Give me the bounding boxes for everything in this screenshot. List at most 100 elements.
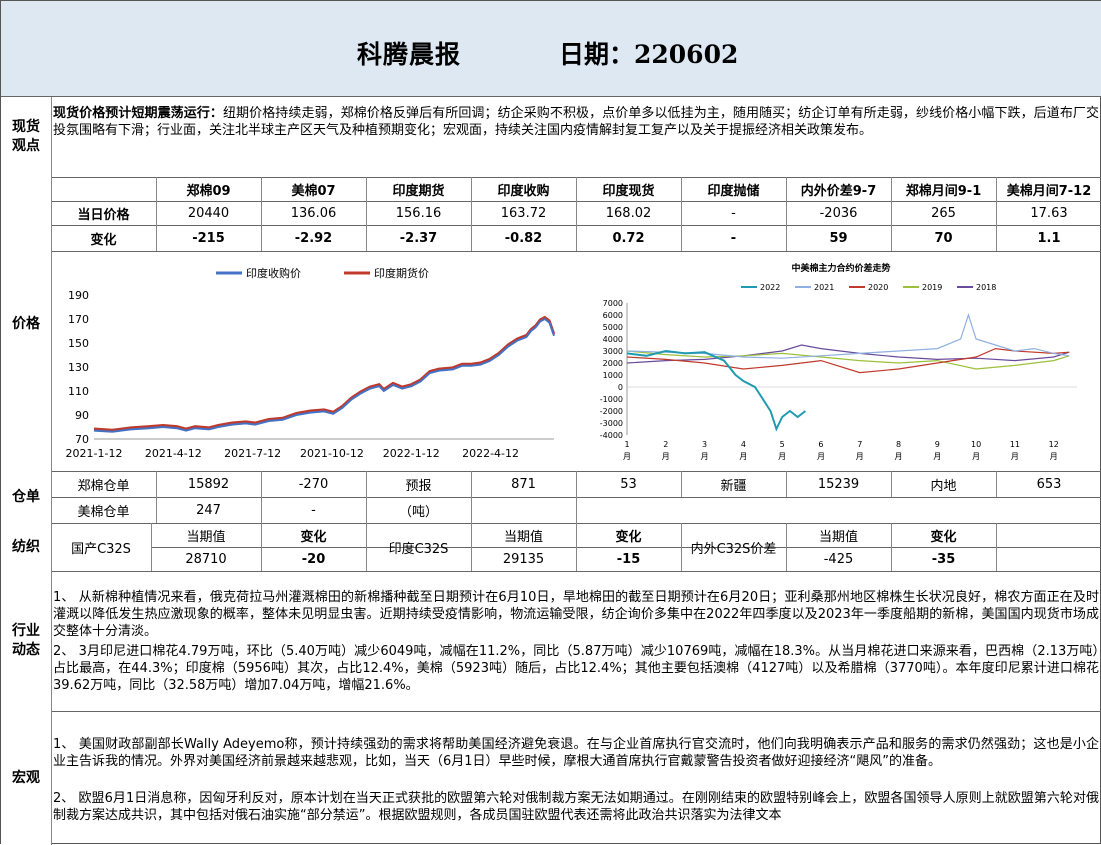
divider bbox=[576, 177, 577, 251]
price-header: 美棉07 bbox=[291, 183, 336, 199]
price-row-label: 变化 bbox=[90, 232, 117, 248]
divider bbox=[681, 177, 682, 251]
price-header: 印度现货 bbox=[602, 183, 655, 199]
section-label-price: 价格 bbox=[1, 177, 51, 471]
legend-label: 2022 bbox=[760, 283, 780, 292]
warehouse-cell: 247 bbox=[196, 502, 221, 518]
yarn-value: 28710 bbox=[185, 551, 227, 567]
x-tick-label: 2021-7-12 bbox=[224, 447, 281, 460]
price-value: -2036 bbox=[819, 205, 858, 221]
legend-label: 2019 bbox=[922, 283, 942, 292]
section-label-spot-view: 现货 观点 bbox=[1, 97, 51, 177]
warehouse-cell: 预报 bbox=[405, 478, 432, 494]
x-tick-label: 4 bbox=[741, 440, 746, 449]
warehouse-cell: - bbox=[311, 502, 316, 518]
series-line-2019 bbox=[626, 350, 1070, 370]
report-header: 科腾晨报 日期：220602 bbox=[1, 1, 1101, 97]
price-value: 265 bbox=[931, 205, 956, 221]
divider bbox=[151, 523, 152, 571]
warehouse-cell: 653 bbox=[1036, 476, 1062, 492]
series-line-2022 bbox=[626, 349, 807, 432]
price-value: - bbox=[730, 230, 737, 246]
series-line-2021 bbox=[626, 313, 1070, 359]
y-tick-label: 110 bbox=[68, 385, 89, 398]
x-tick-label: 3 bbox=[702, 440, 707, 449]
divider bbox=[1, 523, 1101, 524]
y-tick-label: 90 bbox=[75, 409, 89, 422]
price-header: 印度收购 bbox=[497, 183, 550, 199]
price-value: 70 bbox=[934, 230, 953, 246]
divider bbox=[786, 471, 787, 497]
divider bbox=[261, 177, 262, 251]
divider bbox=[891, 523, 892, 571]
yarn-value: 29135 bbox=[502, 551, 545, 567]
divider bbox=[681, 523, 682, 571]
yarn-name: 国产C32S bbox=[71, 541, 131, 557]
series-line-2018 bbox=[626, 344, 1070, 364]
yarn-header: 变化 bbox=[615, 529, 642, 545]
price-value: 17.63 bbox=[1030, 205, 1068, 221]
divider bbox=[1, 177, 1101, 178]
x-tick-label-unit: 月 bbox=[933, 452, 941, 461]
x-tick-label: 2022-4-12 bbox=[462, 447, 519, 460]
yarn-header: 变化 bbox=[300, 529, 327, 545]
spot-view-body: 纽期价格持续走弱，郑棉价格反弹后有所回调；纺企采购不积极，点价单多以低挂为主，随… bbox=[53, 106, 1099, 138]
y-tick-label: 190 bbox=[68, 289, 89, 302]
warehouse-cell: （吨） bbox=[398, 504, 438, 520]
section-label-yarn: 纺织 bbox=[1, 523, 51, 571]
section-label-macro: 宏观 bbox=[1, 711, 51, 845]
divider bbox=[576, 471, 577, 523]
spot-view-text: 现货价格预计短期震荡运行：纽期价格持续走弱，郑棉价格反弹后有所回调；纺企采购不积… bbox=[53, 105, 1099, 139]
divider bbox=[1, 711, 1101, 712]
x-tick-label: 2 bbox=[663, 440, 668, 449]
price-value: 1.1 bbox=[1037, 230, 1061, 246]
divider bbox=[786, 523, 787, 571]
yarn-change: -20 bbox=[301, 551, 326, 567]
divider bbox=[471, 471, 472, 523]
yarn-header: 当期值 bbox=[186, 529, 226, 545]
x-tick-label-unit: 月 bbox=[662, 452, 670, 461]
x-tick-label: 1 bbox=[624, 440, 629, 449]
warehouse-cell: 871 bbox=[511, 476, 536, 492]
y-tick-label: -1000 bbox=[600, 395, 623, 404]
x-tick-label: 11 bbox=[1010, 440, 1020, 449]
divider bbox=[891, 471, 892, 497]
spot-view-lead: 现货价格预计短期震荡运行： bbox=[53, 106, 223, 121]
x-tick-label-unit: 月 bbox=[895, 452, 903, 461]
x-tick-label-unit: 月 bbox=[778, 452, 786, 461]
divider bbox=[261, 471, 262, 523]
legend-label: 2021 bbox=[814, 283, 834, 292]
price-value: - bbox=[731, 205, 736, 221]
divider bbox=[996, 177, 997, 251]
price-value: -215 bbox=[192, 230, 225, 246]
x-tick-label: 9 bbox=[935, 440, 940, 449]
price-value: 136.06 bbox=[290, 205, 337, 221]
y-tick-label: 0 bbox=[618, 383, 623, 392]
yarn-header: 当期值 bbox=[818, 529, 858, 545]
price-value: 0.72 bbox=[612, 230, 645, 246]
price-value: 168.02 bbox=[605, 205, 652, 221]
y-tick-label: 130 bbox=[68, 361, 89, 374]
price-row-label: 当日价格 bbox=[77, 207, 130, 223]
price-value: 163.72 bbox=[500, 205, 547, 221]
divider bbox=[891, 177, 892, 251]
y-tick-label: 5000 bbox=[603, 323, 623, 332]
price-header: 郑棉月间9-1 bbox=[905, 183, 982, 199]
y-tick-label: 4000 bbox=[603, 335, 623, 344]
divider bbox=[156, 177, 157, 251]
y-tick-label: 150 bbox=[68, 337, 89, 350]
series-line-india-purchase bbox=[93, 317, 555, 433]
y-tick-label: -4000 bbox=[600, 431, 623, 440]
price-value: 20440 bbox=[187, 205, 230, 221]
divider bbox=[261, 523, 262, 571]
industry-paragraph-1: 1、 从新棉种植情况来看，俄克荷拉马州灌溉棉田的新棉播种截至日期预计在6月10日… bbox=[53, 590, 1099, 639]
divider bbox=[471, 523, 472, 571]
warehouse-cell: -270 bbox=[298, 476, 329, 492]
divider bbox=[1, 571, 1101, 572]
price-header: 内外价差9-7 bbox=[800, 183, 877, 199]
x-tick-label: 2022-1-12 bbox=[383, 447, 440, 460]
yarn-value: -425 bbox=[823, 551, 854, 567]
divider bbox=[366, 523, 367, 571]
